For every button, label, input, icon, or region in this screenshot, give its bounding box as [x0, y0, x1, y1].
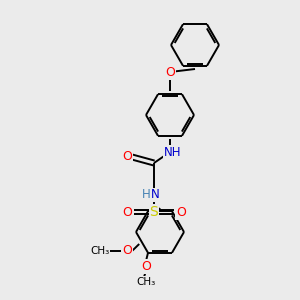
Text: O: O	[176, 206, 186, 218]
Text: O: O	[165, 65, 175, 79]
Text: N: N	[151, 188, 159, 202]
Text: O: O	[122, 244, 132, 256]
Text: O: O	[122, 149, 132, 163]
Text: O: O	[141, 260, 151, 272]
Text: NH: NH	[164, 146, 182, 158]
Text: S: S	[150, 205, 158, 219]
Text: CH₃: CH₃	[90, 246, 110, 256]
Text: CH₃: CH₃	[136, 277, 156, 287]
Text: O: O	[122, 206, 132, 218]
Text: H: H	[142, 188, 150, 202]
